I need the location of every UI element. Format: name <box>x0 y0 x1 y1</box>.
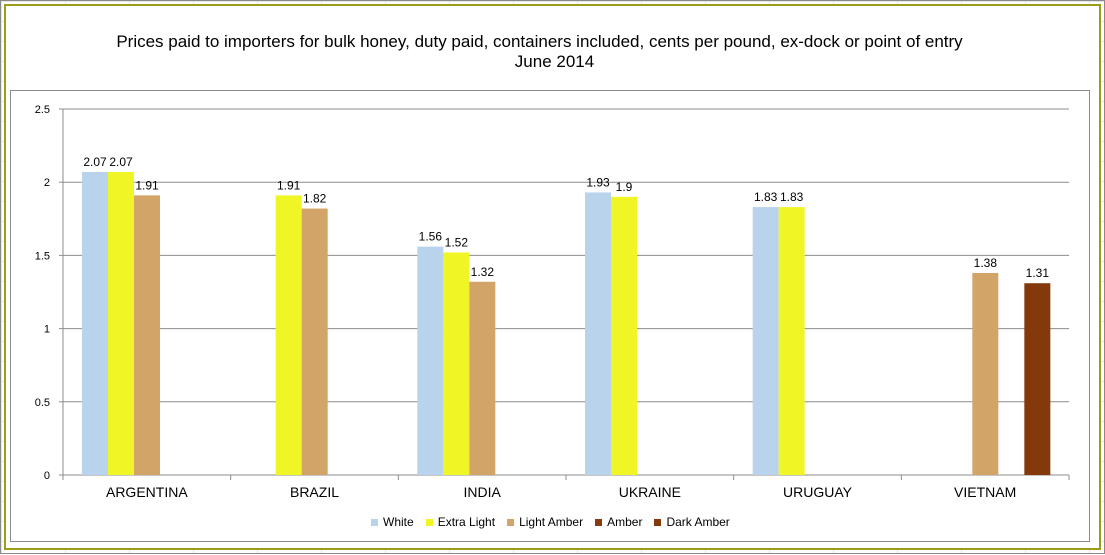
bar <box>108 171 134 475</box>
x-tick-label: UKRAINE <box>619 484 681 500</box>
legend-swatch <box>425 518 433 526</box>
data-label: 2.07 <box>109 155 133 169</box>
legend-label: Dark Amber <box>666 515 730 529</box>
x-tick-label: INDIA <box>463 484 501 500</box>
bar <box>972 272 999 475</box>
legend-label: Light Amber <box>519 515 584 529</box>
x-tick-label: VIETNAM <box>954 484 1016 500</box>
data-label: 1.38 <box>974 256 998 270</box>
bar <box>778 207 805 475</box>
data-label: 1.32 <box>471 265 495 279</box>
bar <box>275 195 302 475</box>
y-tick-label: 0 <box>44 470 50 482</box>
bar <box>752 207 779 475</box>
y-tick-label: 2.5 <box>35 104 50 116</box>
legend-swatch <box>654 518 662 526</box>
data-label: 1.83 <box>754 190 778 204</box>
legend-swatch <box>371 518 378 526</box>
data-label: 1.31 <box>1026 266 1050 280</box>
legend-item: Dark Amber <box>654 515 730 529</box>
legend-label: Extra Light <box>437 515 496 529</box>
bar <box>585 192 611 475</box>
bar <box>301 208 328 475</box>
plot-area-border <box>10 90 1090 542</box>
chart-title: Prices paid to importers for bulk honey,… <box>116 32 963 51</box>
y-tick-label: 1 <box>44 324 50 336</box>
data-label: 1.82 <box>303 192 327 206</box>
x-tick-label: ARGENTINA <box>106 484 188 500</box>
legend-item: Light Amber <box>507 515 583 529</box>
legend-label: Amber <box>607 515 643 529</box>
bar <box>82 171 108 475</box>
legend-swatch <box>507 518 515 526</box>
data-label: 1.9 <box>616 180 633 194</box>
data-label: 1.91 <box>135 178 159 192</box>
data-label: 1.91 <box>277 178 301 192</box>
bar <box>1024 283 1051 475</box>
legend-item: White <box>371 515 414 529</box>
legend-swatch <box>595 518 603 526</box>
bar <box>611 196 637 475</box>
bar <box>469 281 496 475</box>
chart-subtitle: June 2014 <box>514 52 595 71</box>
data-label: 1.83 <box>780 190 804 204</box>
y-tick-label: 2 <box>44 177 50 189</box>
legend: White Extra Light Light Amber Amber Dark Amb… <box>371 514 742 530</box>
legend-item: Extra Light <box>425 515 496 529</box>
x-tick-label: URUGUAY <box>783 484 853 500</box>
data-label: 2.07 <box>83 155 107 169</box>
y-tick-label: 0.5 <box>35 397 50 409</box>
legend-item: Amber <box>595 515 642 529</box>
bar <box>417 246 444 475</box>
bar <box>134 195 160 475</box>
y-tick-label: 1.5 <box>35 250 50 262</box>
data-label: 1.93 <box>586 175 610 189</box>
data-label: 1.56 <box>419 230 443 244</box>
bar <box>443 252 470 475</box>
chart-title-block: Prices paid to importers for bulk honey,… <box>6 32 1103 72</box>
x-tick-label: BRAZIL <box>290 484 339 500</box>
data-label: 1.52 <box>445 235 469 249</box>
legend-label: White <box>383 515 414 529</box>
